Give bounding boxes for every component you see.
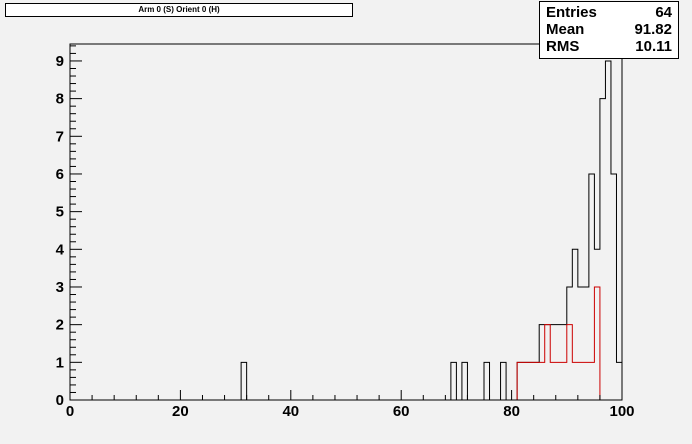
y-tick-label: 5 xyxy=(56,204,64,221)
x-tick-label: 20 xyxy=(172,403,189,420)
stats-rms-value: 10.11 xyxy=(635,38,672,55)
x-tick-label: 0 xyxy=(66,403,74,420)
y-tick-label: 9 xyxy=(56,53,64,70)
stats-rms: RMS 10.11 xyxy=(546,38,672,56)
stats-box: Entries 64 Mean 91.82 RMS 10.11 xyxy=(539,1,679,59)
y-tick-label: 6 xyxy=(56,166,64,183)
stats-entries-value: 64 xyxy=(655,4,672,21)
stats-mean: Mean 91.82 xyxy=(546,21,672,39)
y-tick-label: 2 xyxy=(56,317,64,334)
x-tick-label: 40 xyxy=(282,403,299,420)
y-tick-label: 1 xyxy=(56,354,64,371)
chart-title: Arm 0 (S) Orient 0 (H) xyxy=(5,3,353,17)
y-tick-label: 7 xyxy=(56,128,64,145)
plot-frame xyxy=(69,43,623,401)
y-tick-label: 4 xyxy=(56,241,65,258)
stats-rms-label: RMS xyxy=(546,38,580,55)
x-tick-label: 100 xyxy=(609,403,634,420)
y-tick-label: 3 xyxy=(56,279,64,296)
x-tick-label: 60 xyxy=(393,403,410,420)
y-tick-label: 8 xyxy=(56,91,64,108)
x-tick-label: 80 xyxy=(503,403,520,420)
y-tick-label: 0 xyxy=(56,392,64,409)
stats-mean-value: 91.82 xyxy=(634,21,672,38)
stats-entries-label: Entries xyxy=(546,4,597,21)
stats-mean-label: Mean xyxy=(546,21,585,38)
stats-entries: Entries 64 xyxy=(546,4,672,22)
axis-layer: 0 20 40 60 80 100 0 1 2 3 4 5 6 7 8 9 xyxy=(56,44,635,420)
